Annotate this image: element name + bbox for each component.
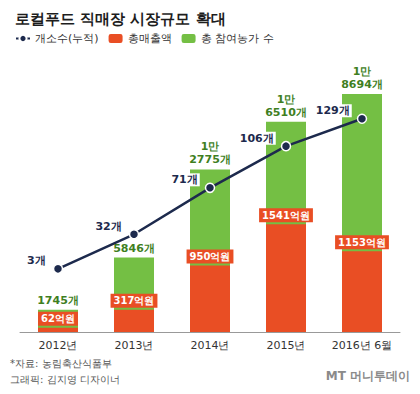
svg-text:로컬푸드 직매장 시장규모 확대: 로컬푸드 직매장 시장규모 확대 <box>15 10 226 28</box>
svg-text:71개: 71개 <box>171 173 197 186</box>
svg-text:317억원: 317억원 <box>114 295 155 306</box>
svg-text:1만: 1만 <box>353 65 372 78</box>
svg-text:106개: 106개 <box>240 132 274 145</box>
svg-text:1만: 1만 <box>277 93 296 106</box>
svg-text:3개: 3개 <box>27 254 46 267</box>
svg-text:*자료: 농림축산식품부: *자료: 농림축산식품부 <box>10 358 112 369</box>
svg-text:32개: 32개 <box>95 220 121 233</box>
svg-text:2012년: 2012년 <box>39 339 78 352</box>
svg-text:2015년: 2015년 <box>267 339 306 352</box>
svg-text:1745개: 1745개 <box>37 294 79 307</box>
svg-text:6510개: 6510개 <box>265 106 307 119</box>
svg-text:2014년: 2014년 <box>191 339 230 352</box>
svg-text:129개: 129개 <box>316 104 350 117</box>
svg-text:5846개: 5846개 <box>113 242 155 255</box>
svg-text:1153억원: 1153억원 <box>338 237 386 248</box>
svg-text:2013년: 2013년 <box>115 339 154 352</box>
svg-text:2775개: 2775개 <box>189 153 231 166</box>
svg-text:1541억원: 1541억원 <box>262 210 310 221</box>
svg-text:2016년 6월: 2016년 6월 <box>332 339 393 352</box>
svg-text:62억원: 62억원 <box>41 313 75 324</box>
svg-text:950억원: 950억원 <box>190 251 231 262</box>
svg-text:총 참여농가 수: 총 참여농가 수 <box>201 32 274 45</box>
svg-text:그래픽: 김지영 디자이너: 그래픽: 김지영 디자이너 <box>10 374 120 385</box>
svg-text:1만: 1만 <box>201 140 220 153</box>
svg-text:총매출액: 총매출액 <box>128 32 172 45</box>
svg-text:8694개: 8694개 <box>341 78 383 91</box>
svg-text:개소수(누적): 개소수(누적) <box>35 32 99 45</box>
svg-text:MT 머니투데이: MT 머니투데이 <box>326 369 410 383</box>
